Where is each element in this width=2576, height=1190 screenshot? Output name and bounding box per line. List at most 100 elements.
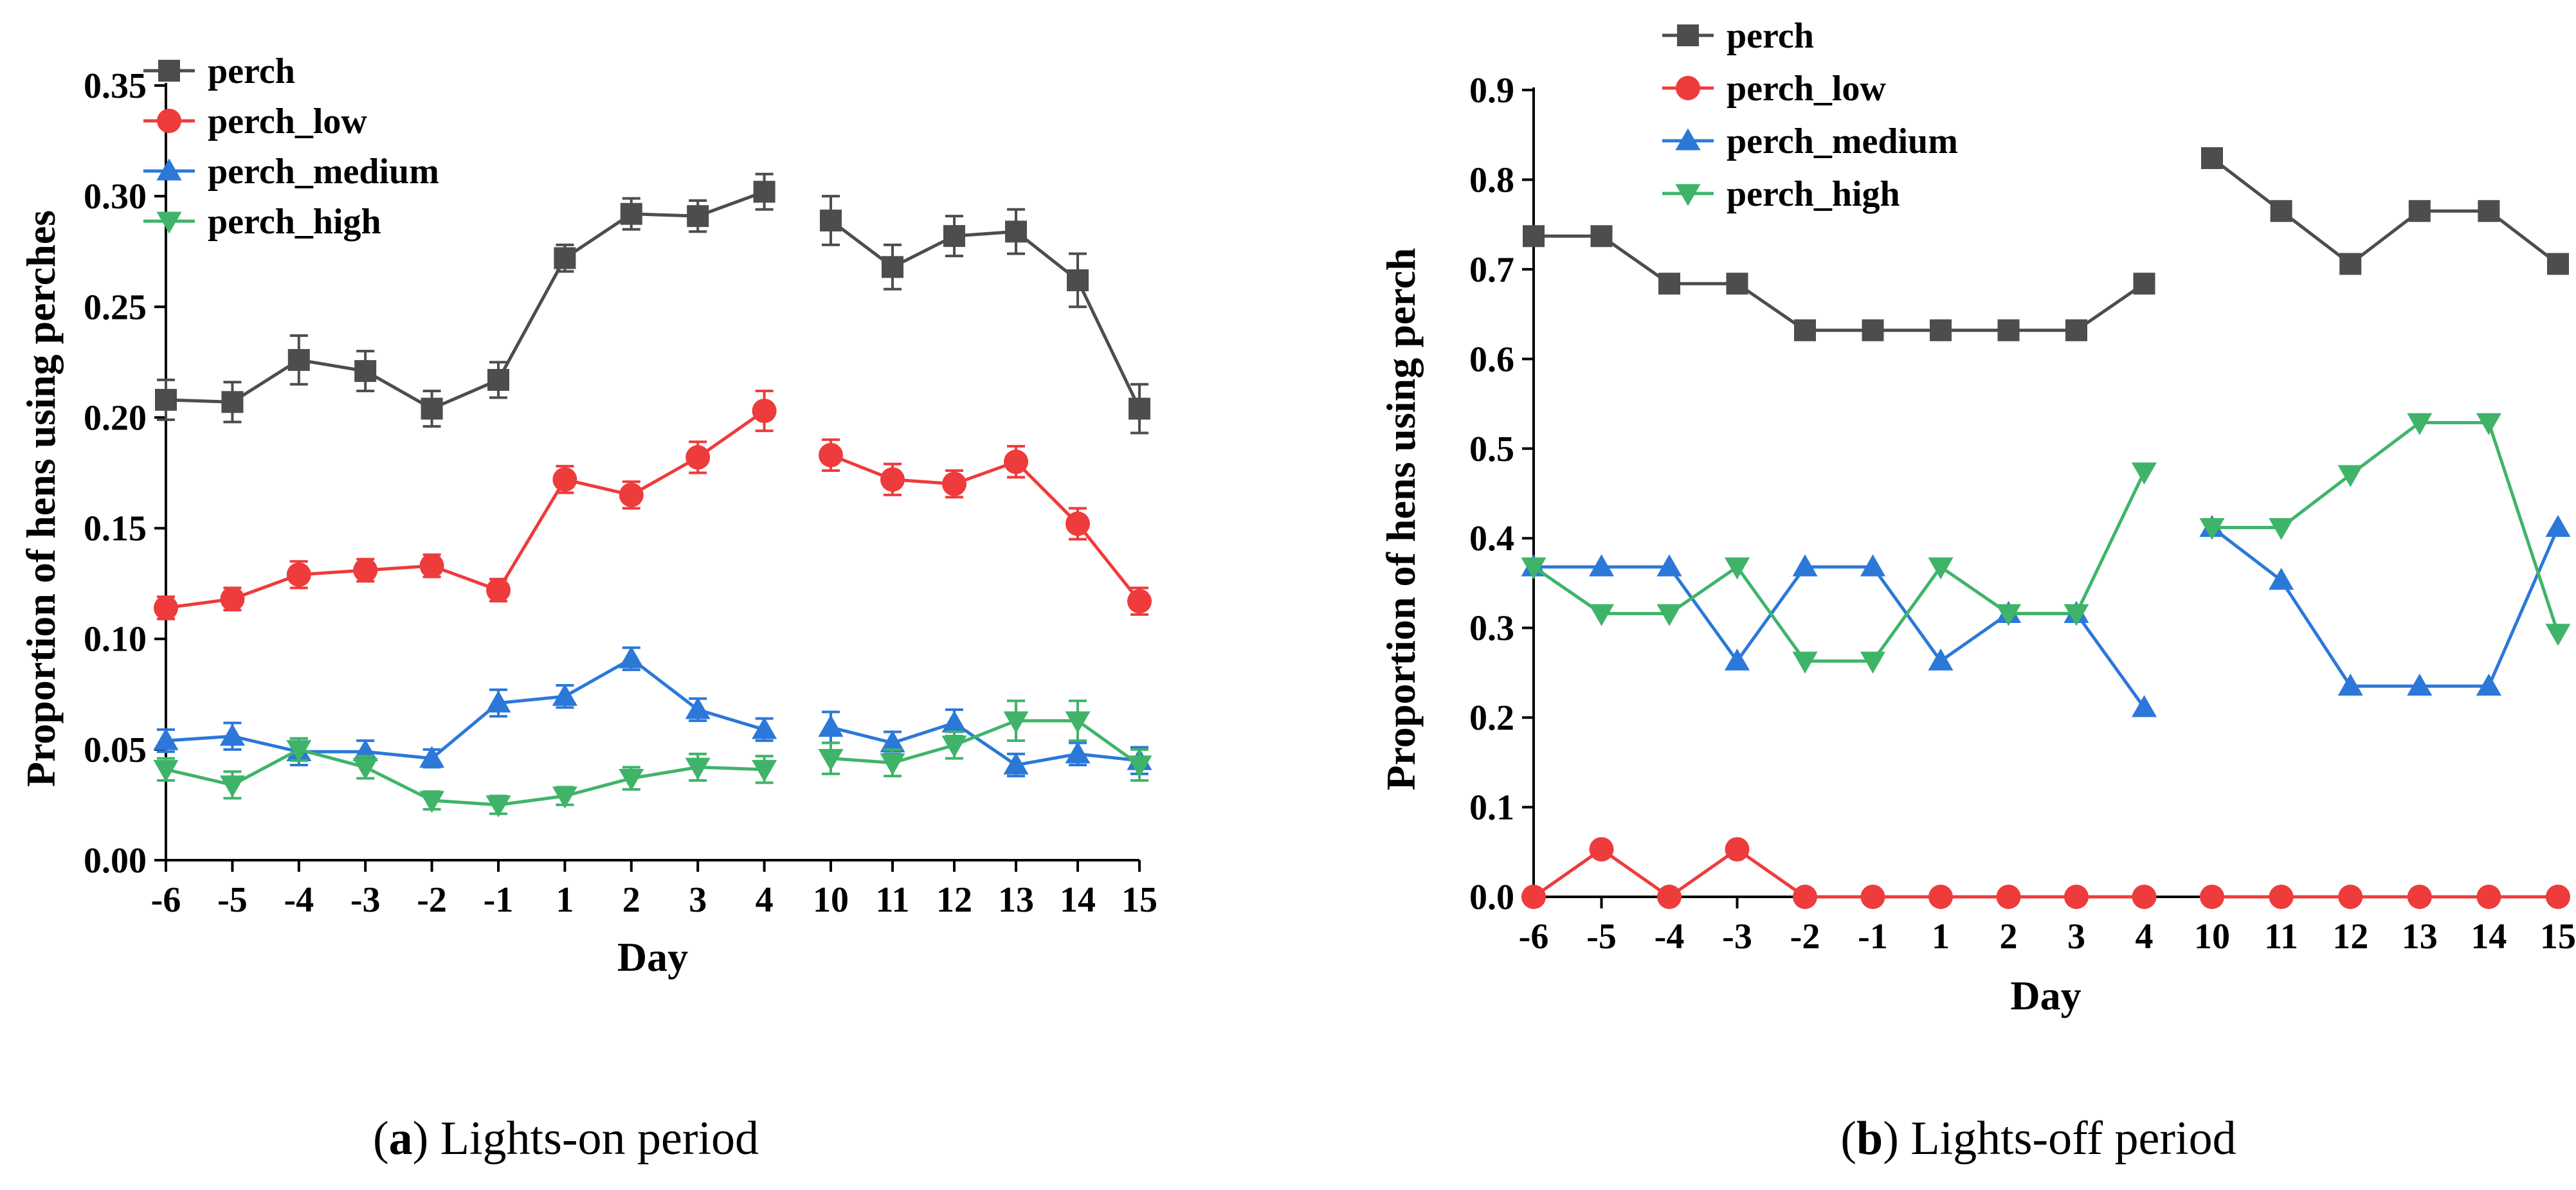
data-point <box>2407 885 2432 909</box>
data-point <box>687 205 709 228</box>
y-tick-label: 0.20 <box>84 398 147 438</box>
legend-marker <box>157 109 181 133</box>
data-point <box>1726 273 1748 295</box>
data-point <box>1725 837 1750 862</box>
y-tick-label: 0.4 <box>1469 519 1514 559</box>
series-perch <box>1523 147 2569 341</box>
y-tick-label: 0.7 <box>1469 250 1514 290</box>
data-point <box>1793 885 1817 909</box>
series-perch-high <box>153 699 1152 818</box>
x-tick-label: -4 <box>284 880 314 920</box>
caption-close: ) <box>413 1112 429 1165</box>
x-axis-title: Day <box>617 934 688 980</box>
series-line <box>165 410 766 609</box>
y-axis-title: Proportion of hens using perch <box>1378 248 1424 791</box>
data-point <box>1792 651 1818 674</box>
data-point <box>2337 465 2363 487</box>
series-perch-low <box>154 390 1152 620</box>
data-point <box>2339 253 2362 275</box>
data-point <box>2338 885 2363 909</box>
data-point <box>2545 514 2571 537</box>
x-tick-label: 1 <box>1932 917 1950 957</box>
x-tick-label: 4 <box>2136 917 2154 957</box>
series-line <box>165 656 765 761</box>
caption: (b) Lights-off period <box>1840 1112 2236 1165</box>
x-tick-label: 4 <box>756 880 774 920</box>
data-point <box>2064 604 2089 626</box>
y-tick-label: 0.00 <box>84 841 147 881</box>
data-point <box>1995 604 2022 626</box>
data-point <box>2133 273 2155 295</box>
data-point <box>2201 147 2223 169</box>
x-tick-label: -6 <box>1519 917 1549 957</box>
data-point <box>2200 885 2224 909</box>
data-point <box>2547 253 2569 275</box>
data-point <box>1003 711 1029 734</box>
data-point <box>2270 200 2292 222</box>
data-point <box>487 368 509 391</box>
x-tick-label: 12 <box>936 880 972 920</box>
data-point <box>1523 225 1545 248</box>
data-point <box>219 775 245 798</box>
data-point <box>1928 557 1954 580</box>
data-point <box>619 646 644 669</box>
series-line <box>2212 420 2560 634</box>
data-point <box>880 467 905 492</box>
series-line <box>1534 565 2146 709</box>
data-point <box>820 210 842 232</box>
x-tick-label: -4 <box>1655 917 1685 957</box>
legend-label: perch_low <box>208 102 367 141</box>
legend-label: perch <box>208 51 295 91</box>
x-tick-label: 2 <box>622 880 640 920</box>
data-point <box>153 728 179 750</box>
data-point <box>1129 397 1150 420</box>
caption: (a) Lights-on period <box>373 1112 759 1165</box>
y-tick-label: 0.15 <box>84 509 147 549</box>
x-tick-label: -6 <box>151 880 181 920</box>
data-point <box>880 753 905 776</box>
data-point <box>1928 648 1954 671</box>
data-point <box>554 247 576 269</box>
series-line <box>1532 847 2145 899</box>
x-tick-label: 14 <box>2471 917 2507 957</box>
legend-label: perch_medium <box>1727 122 1958 161</box>
data-point <box>219 723 245 746</box>
y-tick-label: 0.5 <box>1469 429 1514 469</box>
data-point <box>1996 885 2021 909</box>
data-point <box>619 768 644 791</box>
data-point <box>154 595 178 620</box>
data-point <box>1065 741 1091 764</box>
x-tick-label: -1 <box>1858 917 1888 957</box>
data-point <box>153 760 179 782</box>
data-point <box>941 735 967 758</box>
data-point <box>2131 695 2157 717</box>
legend-marker <box>1675 184 1701 206</box>
data-point <box>552 683 577 706</box>
legend-marker <box>1676 76 1700 100</box>
data-point <box>941 710 967 733</box>
legend-marker <box>1677 24 1699 46</box>
data-point <box>1005 221 1027 243</box>
series-perch <box>155 172 1150 435</box>
data-point <box>2199 518 2225 541</box>
x-tick-label: 13 <box>2402 917 2438 957</box>
series-perch-medium <box>1521 514 2571 717</box>
data-point <box>421 397 443 420</box>
series-perch-high <box>1521 413 2571 674</box>
data-point <box>1997 319 2020 341</box>
data-point <box>353 557 378 582</box>
data-point <box>943 225 965 248</box>
data-point <box>619 482 644 507</box>
data-point <box>1724 557 1750 580</box>
y-tick-label: 0.05 <box>84 730 147 770</box>
data-point <box>1127 589 1152 614</box>
data-point <box>819 442 843 467</box>
data-point <box>419 791 445 813</box>
series-line <box>830 219 1141 410</box>
series-perch-low <box>1521 837 2570 909</box>
data-point <box>287 348 310 371</box>
data-point <box>1004 449 1028 474</box>
data-point <box>753 181 776 203</box>
series-line <box>2211 156 2559 266</box>
data-point <box>1656 604 1682 626</box>
